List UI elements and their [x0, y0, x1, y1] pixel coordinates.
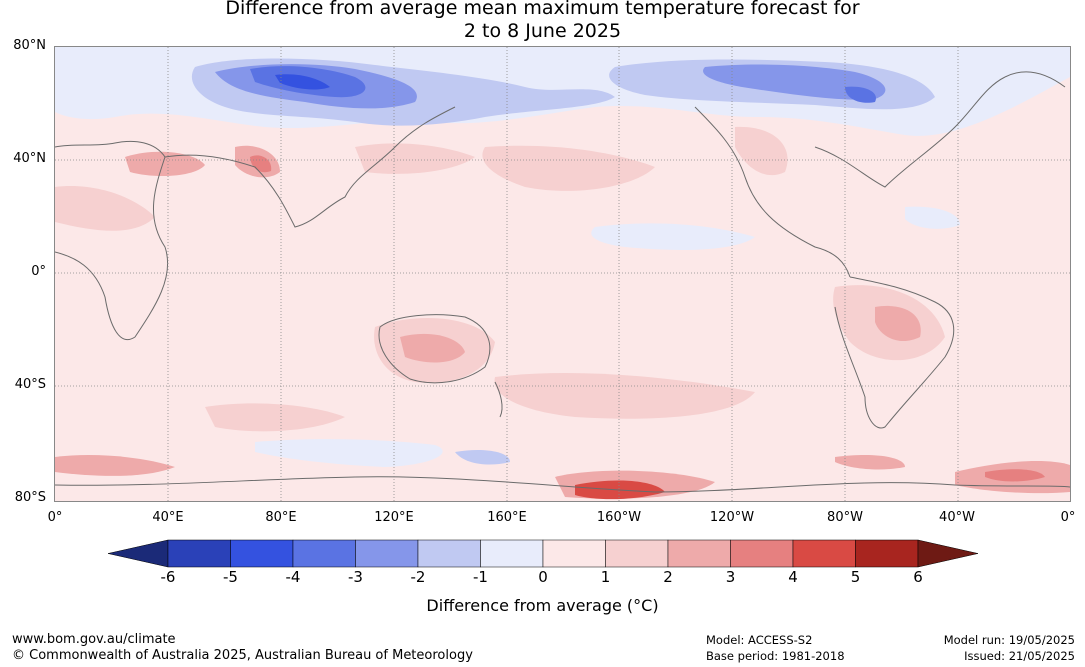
south-atlantic-hot-core — [985, 469, 1045, 482]
lon-label-160e: 160°E — [487, 510, 527, 525]
brazil-warmer-core — [875, 305, 921, 342]
australia-coastline — [378, 314, 491, 384]
colorbar-segment — [417, 539, 481, 568]
colorbar-tick-label: 2 — [663, 568, 673, 586]
issued-text: Issued: 21/05/2025 — [964, 649, 1075, 663]
model-run-text: Model run: 19/05/2025 — [943, 633, 1075, 647]
lat-label-40n: 40°N — [13, 151, 46, 166]
base-period-text: Base period: 1981-2018 — [706, 649, 845, 663]
colorbar-tick-label: -3 — [348, 568, 363, 586]
map-canvas — [55, 47, 1070, 501]
lon-label-40e: 40°E — [152, 510, 184, 525]
colorbar-tick-label: -2 — [410, 568, 426, 586]
lon-label-80e: 80°E — [265, 510, 297, 525]
colorbar-segment — [730, 539, 794, 568]
colorbar-tick-label: 4 — [788, 568, 798, 586]
temperature-anomaly-map — [54, 46, 1071, 502]
greenland-coastline — [1004, 71, 1066, 88]
siberia-coldest-core — [275, 74, 330, 90]
map-title: Difference from average mean maximum tem… — [0, 0, 1085, 43]
caspian-warm-region — [125, 151, 205, 177]
new-zealand-coastline — [494, 381, 503, 418]
lon-label-0-right: 0° — [1060, 510, 1076, 525]
central-asia-hot-core — [250, 155, 272, 173]
central-pacific-cool-region — [591, 223, 755, 250]
colorbar-segment — [292, 539, 356, 568]
colorbar-extend-low — [107, 539, 169, 568]
coastlines — [55, 71, 1070, 493]
hudson-cold-core — [845, 86, 876, 103]
colorbar-tick-label: -1 — [473, 568, 488, 586]
lat-label-80n: 80°N — [13, 38, 46, 53]
colorbar-segment — [792, 539, 856, 568]
colorbar-segment — [542, 539, 606, 568]
south-america-coastline — [834, 276, 955, 429]
southern-ocean-warm-region — [205, 403, 345, 432]
lat-label-40s: 40°S — [14, 377, 46, 392]
colorbar-segment — [855, 539, 919, 568]
antarctic-cool-band — [255, 439, 443, 467]
model-text: Model: ACCESS-S2 — [706, 633, 813, 647]
south-pacific-warm-region — [494, 372, 755, 419]
colorbar-tick-label: 1 — [600, 568, 611, 586]
antarctica-coastline — [55, 476, 1070, 493]
colorbar-segment — [480, 539, 544, 568]
lon-label-80w: 80°W — [827, 510, 863, 525]
colorbar-segment — [667, 539, 731, 568]
north-pacific-warm-region — [482, 145, 655, 191]
colorbar-label: Difference from average (°C) — [426, 596, 659, 615]
australia-warmer-core — [400, 333, 465, 363]
lon-label-120w: 120°W — [709, 510, 755, 525]
colorbar-segment — [605, 539, 669, 568]
lon-label-0-left: 0° — [47, 510, 63, 525]
sahara-warm-region — [55, 186, 155, 231]
colorbar-tick-label: -4 — [285, 568, 301, 586]
copyright-text: © Commonwealth of Australia 2025, Austra… — [12, 648, 473, 663]
weddell-warm-region — [55, 455, 175, 476]
western-canada-warm-region — [735, 126, 788, 176]
colorbar-tick-label: 6 — [913, 568, 923, 586]
colorbar-tick-label: -6 — [160, 568, 176, 586]
colorbar-segment — [355, 539, 419, 568]
title-line-1: Difference from average mean maximum tem… — [225, 0, 860, 19]
colorbar-segment — [230, 539, 294, 568]
lon-label-120e: 120°E — [374, 510, 414, 525]
colorbar-tick-label: -5 — [223, 568, 238, 586]
asia-coastline — [164, 106, 456, 228]
antarctic-cooler-patch — [455, 450, 510, 465]
title-line-2: 2 to 8 June 2025 — [463, 20, 622, 42]
colorbar-segment — [167, 539, 231, 568]
north-atlantic-cool-region — [905, 206, 960, 229]
africa-coastline — [55, 140, 169, 340]
website-text: www.bom.gov.au/climate — [12, 632, 176, 647]
lon-label-40w: 40°W — [939, 510, 975, 525]
lat-label-80s: 80°S — [14, 490, 46, 505]
colorbar-extend-high — [917, 539, 979, 568]
lon-label-160w: 160°W — [596, 510, 642, 525]
north-america-west-coastline — [694, 106, 851, 278]
arctic-canada-cooler-region — [703, 64, 886, 100]
colorbar-tick-label: 0 — [538, 568, 548, 586]
lat-label-0: 0° — [31, 264, 46, 279]
china-warm-region — [355, 143, 475, 174]
colorbar-tick-label: 5 — [850, 568, 861, 586]
gridlines — [55, 47, 1070, 501]
antarctic-peninsula-warm-region — [835, 455, 905, 470]
colorbar-tick-label: 3 — [725, 568, 736, 586]
